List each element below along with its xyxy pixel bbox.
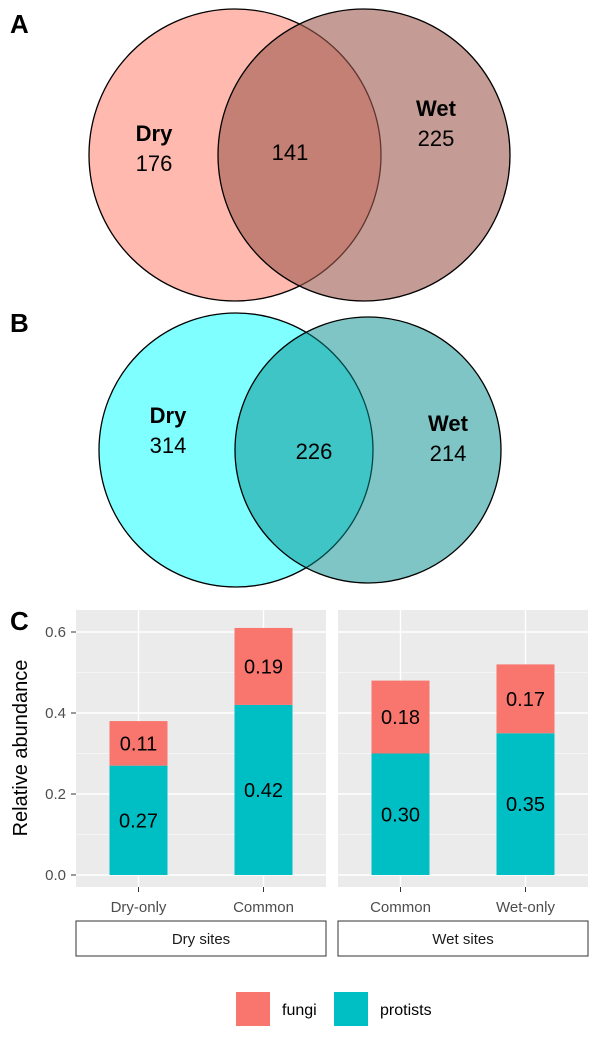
legend-swatch-fungi	[236, 992, 270, 1026]
venn-b-dry-count: 314	[150, 433, 187, 458]
bar-value-label: 0.18	[381, 707, 420, 729]
legend-label: protists	[380, 1002, 432, 1019]
x-tick-label: Dry-only	[111, 899, 167, 916]
bar-segment-protists	[496, 733, 555, 875]
x-tick-label: Common	[233, 899, 294, 916]
facet-strip	[75, 920, 327, 957]
facet-strip	[337, 920, 589, 957]
y-tick-label: 0.6	[45, 624, 66, 641]
venn-b-wet-count: 214	[430, 441, 467, 466]
venn-b-wet-label: Wet	[428, 411, 469, 436]
bar-segment-fungi	[496, 664, 555, 734]
bar-value-label: 0.17	[506, 689, 545, 711]
facet-strip-label: Wet sites	[432, 931, 493, 948]
venn-a-dry-count: 176	[136, 151, 173, 176]
venn-diagram-a: Dry 176 141 Wet 225	[88, 8, 511, 302]
venn-a-overlap-count: 141	[272, 140, 309, 165]
bar-value-label: 0.35	[506, 794, 545, 816]
venn-a-wet-label: Wet	[416, 96, 457, 121]
bar-value-label: 0.30	[381, 804, 420, 826]
legend-swatch-protists	[334, 992, 368, 1026]
bar-value-label: 0.11	[120, 733, 157, 755]
legend-label: fungi	[282, 1002, 317, 1019]
y-tick-label: 0.0	[45, 867, 66, 884]
y-axis-title: Relative abundance	[10, 660, 32, 837]
panel-label-a: A	[10, 9, 29, 39]
y-tick-label: 0.2	[45, 786, 66, 803]
venn-b-overlap-count: 226	[296, 439, 333, 464]
panel-label-c: C	[10, 606, 29, 636]
venn-a-wet-circle	[217, 8, 511, 302]
bar-value-label: 0.19	[244, 656, 283, 678]
bar-value-label: 0.27	[119, 810, 158, 832]
bar-segment-protists	[234, 704, 293, 875]
y-tick-label: 0.4	[45, 705, 66, 722]
venn-b-wet-circle	[234, 316, 502, 584]
bar-segment-protists	[109, 765, 168, 875]
facet-strip-label: Dry sites	[172, 931, 230, 948]
x-tick-label: Wet-only	[496, 899, 555, 916]
x-tick-label: Common	[370, 899, 431, 916]
venn-diagram-b: Dry 314 226 Wet 214	[98, 312, 502, 588]
bar-value-label: 0.42	[244, 780, 283, 802]
bar-segment-protists	[371, 753, 430, 875]
bar-segment-fungi	[109, 721, 168, 766]
bar-segment-fungi	[234, 627, 293, 705]
venn-b-dry-label: Dry	[150, 403, 187, 428]
venn-a-wet-count: 225	[418, 126, 455, 151]
panel-label-b: B	[10, 308, 29, 338]
venn-a-dry-label: Dry	[136, 121, 173, 146]
bar-segment-fungi	[371, 680, 430, 754]
